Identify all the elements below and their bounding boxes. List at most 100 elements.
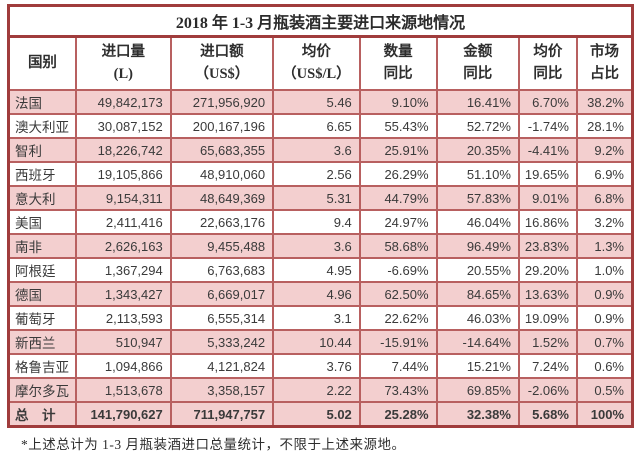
value-cell: 9.01% — [517, 185, 578, 211]
table-row: 新西兰 510,947 5,333,242 10.44 -15.91% -14.64% 1.… — [7, 329, 634, 355]
value-cell: 65,683,355 — [169, 137, 275, 163]
value-cell: -4.41% — [517, 137, 578, 163]
col-header-price-yoy: 均价 同比 — [517, 35, 578, 91]
table-row: 澳大利亚 30,087,152 200,167,196 6.65 55.43% 52.72… — [7, 113, 634, 139]
value-cell: 55.43% — [358, 113, 438, 139]
country-cell: 法国 — [7, 89, 77, 115]
col-header-line2: （US$） — [194, 65, 250, 82]
value-cell: 1,094,866 — [74, 353, 172, 379]
value-cell: 6.8% — [575, 185, 634, 211]
value-cell: 1.0% — [575, 257, 634, 283]
value-cell: -14.64% — [435, 329, 520, 355]
value-cell: 25.28% — [358, 401, 438, 428]
col-header-line2: 同比 — [533, 65, 563, 82]
value-cell: 25.91% — [358, 137, 438, 163]
value-cell: 3.6 — [272, 233, 361, 259]
col-header-qty-yoy: 数量 同比 — [358, 35, 438, 91]
value-cell: 10.44 — [272, 329, 361, 355]
col-header-line2: 同比 — [463, 65, 493, 82]
table-row: 南非 2,626,163 9,455,488 3.6 58.68% 96.49% 23.83… — [7, 233, 634, 259]
value-cell: 5,333,242 — [169, 329, 275, 355]
table-body: 法国 49,842,173 271,956,920 5.46 9.10% 16.41% 6.… — [7, 89, 634, 428]
value-cell: 3.76 — [272, 353, 361, 379]
value-cell: 48,910,060 — [169, 161, 275, 187]
value-cell: 1,513,678 — [74, 377, 172, 403]
col-header-line1: 进口量 — [101, 43, 146, 60]
col-header-line2: 同比 — [383, 65, 413, 82]
col-header-avg-price: 均价 （US$/L） — [272, 35, 361, 91]
value-cell: 18,226,742 — [74, 137, 172, 163]
country-cell: 阿根廷 — [7, 257, 77, 283]
value-cell: 9,455,488 — [169, 233, 275, 259]
value-cell: 62.50% — [358, 281, 438, 307]
value-cell: 4,121,824 — [169, 353, 275, 379]
col-header-line1: 进口额 — [200, 43, 244, 60]
country-cell: 南非 — [7, 233, 77, 259]
country-cell: 新西兰 — [7, 329, 77, 355]
col-header-line2: （US$/L） — [282, 65, 351, 82]
table-row: 阿根廷 1,367,294 6,763,683 4.95 -6.69% 20.55% 29.… — [7, 257, 634, 283]
title-row: 2018 年 1-3 月瓶装酒主要进口来源地情况 — [7, 4, 634, 38]
col-header-country: 国别 — [7, 35, 77, 91]
table-row: 智利 18,226,742 65,683,355 3.6 25.91% 20.35% -4.… — [7, 137, 634, 163]
total-row: 总 计 141,790,627 711,947,757 5.02 25.28% 32.38… — [7, 401, 634, 428]
value-cell: 44.79% — [358, 185, 438, 211]
table-row: 西班牙 19,105,866 48,910,060 2.56 26.29% 51.10% 1… — [7, 161, 634, 187]
value-cell: 57.83% — [435, 185, 520, 211]
value-cell: -1.74% — [517, 113, 578, 139]
value-cell: 3.6 — [272, 137, 361, 163]
value-cell: 84.65% — [435, 281, 520, 307]
value-cell: 0.9% — [575, 281, 634, 307]
col-header-line1: 市场 — [589, 43, 619, 60]
table-title: 2018 年 1-3 月瓶装酒主要进口来源地情况 — [7, 4, 634, 38]
value-cell: 2.56 — [272, 161, 361, 187]
col-header-line1: 数量 — [383, 43, 413, 60]
value-cell: 5.46 — [272, 89, 361, 115]
value-cell: 200,167,196 — [169, 113, 275, 139]
table-row: 德国 1,343,427 6,669,017 4.96 62.50% 84.65% 13.6… — [7, 281, 634, 307]
value-cell: 1,367,294 — [74, 257, 172, 283]
value-cell: 9,154,311 — [74, 185, 172, 211]
col-header-line1: 金额 — [463, 43, 493, 60]
country-cell: 澳大利亚 — [7, 113, 77, 139]
value-cell: 9.4 — [272, 209, 361, 235]
col-header-value: 进口额 （US$） — [169, 35, 275, 91]
value-cell: 22.62% — [358, 305, 438, 331]
value-cell: 0.5% — [575, 377, 634, 403]
country-cell: 葡萄牙 — [7, 305, 77, 331]
value-cell: 58.68% — [358, 233, 438, 259]
value-cell: 6,555,314 — [169, 305, 275, 331]
value-cell: 30,087,152 — [74, 113, 172, 139]
value-cell: 46.03% — [435, 305, 520, 331]
country-cell: 总 计 — [7, 401, 77, 428]
value-cell: 69.85% — [435, 377, 520, 403]
col-header-market-share: 市场 占比 — [575, 35, 634, 91]
value-cell: 96.49% — [435, 233, 520, 259]
value-cell: 2,626,163 — [74, 233, 172, 259]
value-cell: 0.7% — [575, 329, 634, 355]
value-cell: 5.02 — [272, 401, 361, 428]
value-cell: 5.31 — [272, 185, 361, 211]
value-cell: 9.2% — [575, 137, 634, 163]
value-cell: 26.29% — [358, 161, 438, 187]
value-cell: 6.9% — [575, 161, 634, 187]
value-cell: 2,113,593 — [74, 305, 172, 331]
value-cell: 28.1% — [575, 113, 634, 139]
value-cell: 711,947,757 — [169, 401, 275, 428]
value-cell: 6.70% — [517, 89, 578, 115]
country-cell: 格鲁吉亚 — [7, 353, 77, 379]
value-cell: 0.9% — [575, 305, 634, 331]
value-cell: 38.2% — [575, 89, 634, 115]
value-cell: 510,947 — [74, 329, 172, 355]
value-cell: 0.6% — [575, 353, 634, 379]
value-cell: 271,956,920 — [169, 89, 275, 115]
value-cell: 7.24% — [517, 353, 578, 379]
col-header-line1: 国别 — [27, 54, 57, 71]
value-cell: 1.52% — [517, 329, 578, 355]
country-cell: 摩尔多瓦 — [7, 377, 77, 403]
value-cell: 52.72% — [435, 113, 520, 139]
value-cell: 1.3% — [575, 233, 634, 259]
value-cell: 6.65 — [272, 113, 361, 139]
value-cell: 1,343,427 — [74, 281, 172, 307]
value-cell: 3.1 — [272, 305, 361, 331]
